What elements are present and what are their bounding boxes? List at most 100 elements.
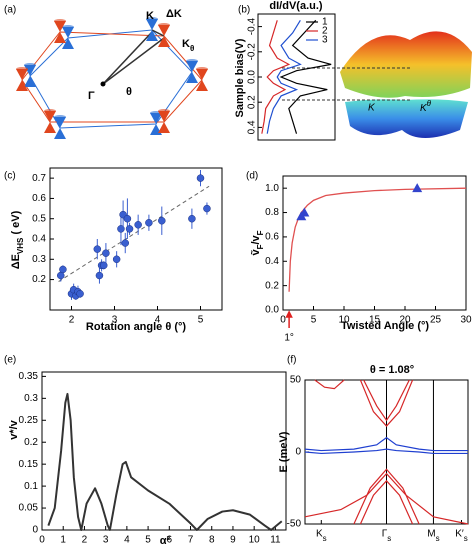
x-axis-label: Rotation angle θ (°) [86, 321, 187, 333]
cone-rim [62, 25, 74, 29]
y-tick-label: 0.3 [24, 393, 38, 404]
upper-sheet [340, 31, 472, 98]
x-tick-label: Γs [382, 529, 392, 543]
y-axis-label-part: ΔE [10, 254, 22, 269]
y-tick-label: -50 [287, 519, 302, 530]
cone-upper [54, 117, 66, 128]
cone-upper [16, 69, 28, 80]
data-point [76, 290, 84, 298]
x-tick-label: 5 [145, 535, 151, 546]
x-tick-label: 0 [39, 535, 45, 546]
data-point [145, 219, 153, 227]
x-tick-label: 25 [430, 315, 442, 326]
cone-lower [186, 72, 198, 83]
cone-rim [24, 63, 36, 67]
data-point [158, 216, 166, 225]
x-tick-label: 1 [60, 535, 66, 546]
data-point [95, 271, 104, 280]
cone-lower [146, 30, 158, 41]
y-tick-label: 1.0 [265, 183, 279, 194]
surface-label-part: θ [427, 99, 432, 108]
data-point [188, 214, 196, 223]
y-tick-label: 0.05 [19, 503, 39, 514]
y-tick-label: 0.25 [19, 415, 39, 426]
y-tick-label: 0.4 [247, 120, 258, 134]
chart-title: dI/dV(a.u.) [269, 0, 323, 12]
x-tick-label: Ms [427, 529, 439, 543]
legend-label: 3 [322, 35, 328, 46]
cone-lower [24, 76, 36, 87]
panel-tag: (e) [4, 355, 16, 366]
cone-upper [150, 113, 162, 124]
band [363, 379, 410, 422]
x-axis-label: Twisted Angle (°) [341, 320, 429, 332]
x-tick-subscript: s [387, 534, 391, 543]
triangle-marker [412, 183, 423, 193]
surface-label: K [368, 103, 376, 114]
y-axis-label-part: ( eV) [10, 210, 22, 237]
band [304, 436, 468, 452]
y-axis-label-part: ṽ [250, 249, 262, 256]
legend-label: 1 [322, 17, 328, 28]
data-point [121, 239, 129, 247]
cone-rim [54, 115, 66, 119]
k-theta-label-part: K [182, 38, 190, 50]
y-tick-label: 0.6 [32, 193, 46, 204]
band [304, 448, 468, 455]
annotation-label: 1° [284, 333, 294, 344]
data-point [203, 204, 211, 213]
cone-upper [24, 65, 36, 76]
y-tick-label: 0.0 [265, 305, 279, 316]
gamma-ktheta-line [102, 37, 165, 85]
x-axis-label: α² [160, 535, 171, 547]
cone-rim [196, 67, 208, 71]
x-tick-label: 3 [103, 535, 109, 546]
x-tick-label: 4 [124, 535, 130, 546]
x-tick-label: 3 [112, 315, 118, 326]
plot-frame [282, 175, 467, 311]
band [359, 479, 414, 525]
x-tick-label: 6 [167, 535, 173, 546]
k-label: K [146, 10, 154, 22]
data-point [123, 214, 132, 223]
cone-upper [158, 25, 170, 36]
y-axis-label-part: VHS [16, 237, 25, 254]
cone-upper [186, 61, 198, 72]
delta-k-line [151, 29, 165, 37]
y-tick-label: 0.4 [265, 256, 279, 267]
dirac-cones [16, 17, 208, 139]
panel-tag: (d) [246, 171, 258, 182]
cone-lower [196, 80, 208, 91]
cone-rim [186, 59, 198, 63]
x-tick-label: 5 [198, 315, 204, 326]
cone-rim [44, 109, 56, 113]
plot-frame [41, 371, 287, 531]
band [353, 468, 420, 525]
ratio-curve [288, 187, 467, 292]
data-point [100, 261, 108, 270]
y-axis-label: ΔEVHS ( eV) [10, 210, 25, 269]
y-axis-label-part: F [256, 230, 265, 235]
triangle-marker [299, 207, 310, 217]
x-tick-subscript: s [436, 534, 440, 543]
y-tick-label: 0.2 [32, 274, 46, 285]
cone-lower [158, 122, 170, 133]
y-tick-label: 0.35 [19, 371, 39, 382]
band [304, 472, 469, 525]
y-tick-label: 0.3 [32, 254, 46, 265]
y-axis-label-part: /v [250, 234, 262, 244]
y-tick-label: 0.2 [265, 280, 279, 291]
y-tick-label: 0.0 [247, 70, 258, 84]
x-tick-label: 9 [230, 535, 236, 546]
x-tick-subscript: s [464, 534, 468, 543]
x-tick-label: 10 [249, 535, 261, 546]
panel-tag: (c) [4, 171, 16, 182]
surface-label: Kθ [420, 99, 432, 114]
x-tick-label: 2 [69, 315, 75, 326]
data-point [102, 249, 110, 257]
y-tick-label: 0.6 [265, 232, 279, 243]
y-tick-label: -0.4 [247, 18, 258, 36]
y-tick-label: 50 [290, 375, 302, 386]
cone-lower [62, 38, 74, 49]
x-tick-label: K′s [455, 529, 468, 543]
